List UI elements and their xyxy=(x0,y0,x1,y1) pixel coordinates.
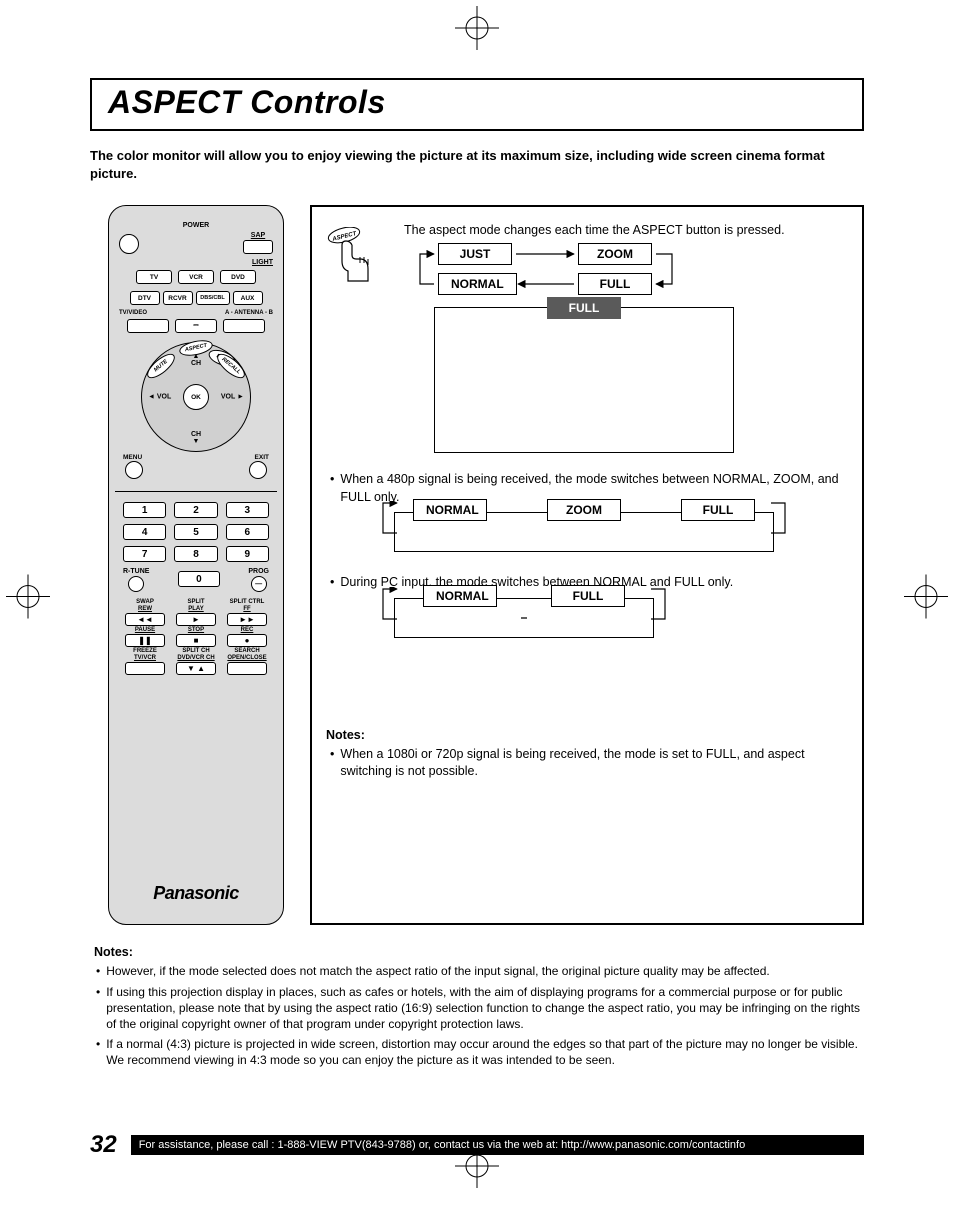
exit-label: EXIT xyxy=(255,454,269,461)
page-title: ASPECT Controls xyxy=(108,84,852,121)
footer-bar: For assistance, please call : 1-888-VIEW… xyxy=(131,1135,864,1155)
remote-illustration: POWER SAP LIGHT TV VCR DVD DTV RCVR DBS/… xyxy=(108,205,284,925)
dvd-button: DVD xyxy=(220,270,256,284)
seq-480p-diagram: NORMAL ZOOM FULL xyxy=(394,512,774,552)
num-8: 8 xyxy=(174,546,217,562)
tv-button: TV xyxy=(136,270,172,284)
num-6: 6 xyxy=(226,524,269,540)
outer-note-1: However, if the mode selected does not m… xyxy=(96,963,860,979)
vcr-button: VCR xyxy=(178,270,214,284)
dtv-button: DTV xyxy=(130,291,160,305)
power-label: POWER xyxy=(119,222,273,229)
stop-button: ■ xyxy=(176,634,216,647)
power-button xyxy=(119,234,139,254)
rew-button: ◄◄ xyxy=(125,613,165,626)
sap-label: SAP xyxy=(251,232,265,239)
rtune-button xyxy=(128,576,144,592)
exit-button xyxy=(249,461,267,479)
transport-row2: PAUSE❚❚ STOP■ REC● xyxy=(123,627,269,647)
mute-button: MUTE xyxy=(143,350,178,383)
seq-normal: NORMAL xyxy=(413,499,487,521)
number-pad: 1 2 3 4 5 6 7 8 9 xyxy=(123,502,269,562)
transport-row3: FREEZETV/VCR SPLIT CHDVD/VCR CH▼ ▲ SEARC… xyxy=(123,648,269,675)
num-9: 9 xyxy=(226,546,269,562)
antenna-button xyxy=(223,319,265,333)
ok-button: OK xyxy=(183,384,209,410)
search-button xyxy=(227,662,267,675)
num-2: 2 xyxy=(174,502,217,518)
prog-label: PROG xyxy=(248,568,269,575)
inner-notes-heading: Notes: xyxy=(326,728,844,742)
outer-note-2: If using this projection display in plac… xyxy=(96,984,860,1033)
ch-up: ▲CH xyxy=(191,353,201,367)
num-4: 4 xyxy=(123,524,166,540)
vol-up: VOL ► xyxy=(221,394,244,401)
aspect-intro: The aspect mode changes each time the AS… xyxy=(404,223,844,237)
seq-pc-normal: NORMAL xyxy=(423,585,497,607)
intro-text: The color monitor will allow you to enjo… xyxy=(90,147,864,183)
seq-pc-diagram: NORMAL FULL xyxy=(394,598,654,638)
transport-row1: SWAPREW◄◄ SPLITPLAY► SPLIT CTRLFF►► xyxy=(123,599,269,626)
seq-pc-full: FULL xyxy=(551,585,625,607)
num-3: 3 xyxy=(226,502,269,518)
play-button: ► xyxy=(176,613,216,626)
aspect-cycle-diagram: JUST ZOOM NORMAL FULL xyxy=(418,243,698,297)
menu-button xyxy=(125,461,143,479)
antenna-label: A - ANTENNA - B xyxy=(225,310,273,316)
page-footer: 32 For assistance, please call : 1-888-V… xyxy=(90,1131,864,1159)
vol-down: ◄ VOL xyxy=(148,394,171,401)
brand-logo: Panasonic xyxy=(119,883,273,904)
light-label: LIGHT xyxy=(252,259,273,266)
freeze-button xyxy=(125,662,165,675)
num-0: 0 xyxy=(178,571,220,587)
rec-button: ● xyxy=(227,634,267,647)
outer-note-3: If a normal (4:3) picture is projected i… xyxy=(96,1036,860,1068)
svideo-button: ⎓ xyxy=(175,319,217,333)
prog-button: — xyxy=(251,576,267,592)
num-1: 1 xyxy=(123,502,166,518)
full-display-box: FULL xyxy=(434,307,734,453)
tv-video-label: TV/VIDEO xyxy=(119,310,147,316)
rcvr-button: RCVR xyxy=(163,291,193,305)
page-number: 32 xyxy=(90,1131,117,1159)
ff-button: ►► xyxy=(227,613,267,626)
menu-label: MENU xyxy=(123,454,142,461)
outer-notes-heading: Notes: xyxy=(94,945,860,959)
pause-button: ❚❚ xyxy=(125,634,165,647)
num-5: 5 xyxy=(174,524,217,540)
rtune-label: R-TUNE xyxy=(123,568,149,575)
aux-button: AUX xyxy=(233,291,263,305)
splitch-button: ▼ ▲ xyxy=(176,662,216,675)
tv-video-button xyxy=(127,319,169,333)
full-label-dark: FULL xyxy=(547,297,621,319)
note-1080: When a 1080i or 720p signal is being rec… xyxy=(330,746,844,781)
aspect-info-box: ASPECT The aspect mode changes each time… xyxy=(310,205,864,925)
dbs-button: DBS/CBL xyxy=(196,291,230,305)
seq-zoom: ZOOM xyxy=(547,499,621,521)
outer-notes: Notes: However, if the mode selected doe… xyxy=(90,945,864,1068)
title-box: ASPECT Controls xyxy=(90,78,864,131)
sap-button xyxy=(243,240,273,254)
seq-full: FULL xyxy=(681,499,755,521)
nav-ring: MUTE ASPECT BBE RECALL ▲CH CH▼ ◄ VOL VOL… xyxy=(141,342,251,452)
ch-down: CH▼ xyxy=(191,431,201,445)
press-aspect-icon: ASPECT xyxy=(326,223,380,288)
num-7: 7 xyxy=(123,546,166,562)
